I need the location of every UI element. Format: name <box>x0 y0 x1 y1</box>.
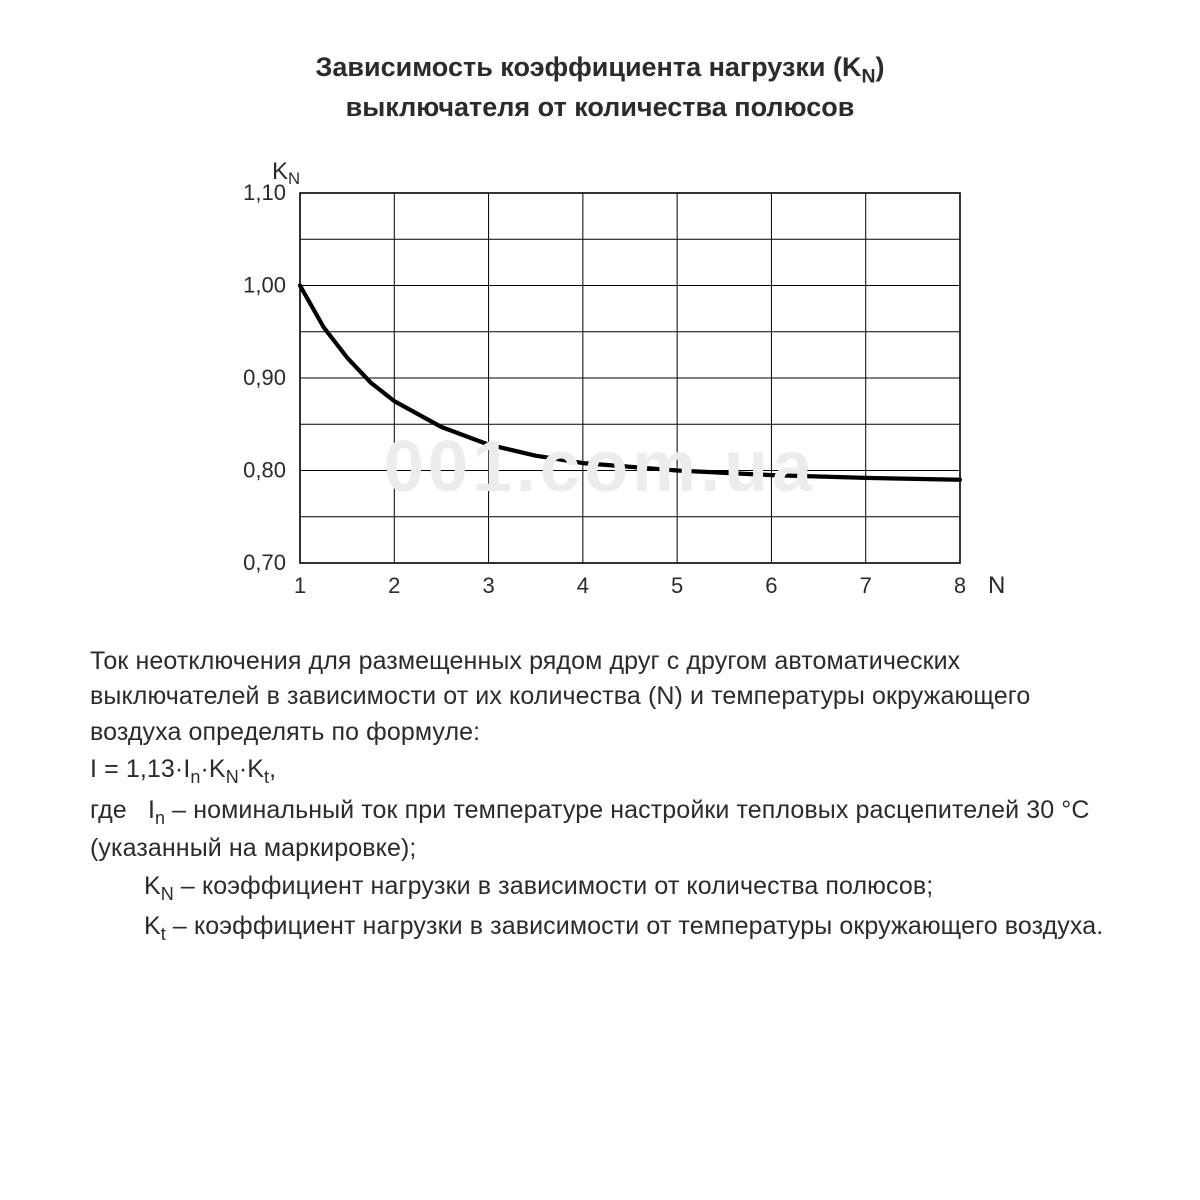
svg-text:6: 6 <box>765 573 777 598</box>
desc-paragraph-1: Ток неотключения для размещенных рядом д… <box>90 644 1110 751</box>
title-line-1-tail: ) <box>876 52 885 82</box>
svg-text:0,90: 0,90 <box>243 365 286 390</box>
chart-title: Зависимость коэффициента нагрузки (KN) в… <box>90 50 1110 125</box>
svg-text:0,70: 0,70 <box>243 550 286 575</box>
load-factor-chart: 0,700,800,901,001,1012345678KNN <box>190 143 1010 613</box>
svg-text:KN: KN <box>272 158 300 188</box>
svg-text:3: 3 <box>482 573 494 598</box>
desc-formula: I = 1,13·In·KN·Kt, <box>90 752 1110 791</box>
desc-where-KN: KN – коэффициент нагрузки в зависимости … <box>90 869 1110 908</box>
title-sub: N <box>862 65 876 87</box>
svg-text:1,00: 1,00 <box>243 272 286 297</box>
desc-where-Kt: Kt – коэффициент нагрузки в зависимости … <box>90 909 1110 948</box>
chart-container: 001.com.ua 0,700,800,901,001,1012345678K… <box>190 143 1010 618</box>
svg-text:N: N <box>988 572 1005 599</box>
description-block: Ток неотключения для размещенных рядом д… <box>90 644 1110 948</box>
title-line-2: выключателя от количества полюсов <box>346 92 855 122</box>
desc-where-In: где In – номинальный ток при температуре… <box>90 793 1110 867</box>
svg-text:2: 2 <box>388 573 400 598</box>
svg-text:1: 1 <box>294 573 306 598</box>
title-line-1: Зависимость коэффициента нагрузки (K <box>315 52 861 82</box>
svg-text:4: 4 <box>577 573 589 598</box>
page: Зависимость коэффициента нагрузки (KN) в… <box>0 0 1200 1200</box>
svg-text:0,80: 0,80 <box>243 457 286 482</box>
svg-text:7: 7 <box>860 573 872 598</box>
svg-text:8: 8 <box>954 573 966 598</box>
svg-text:5: 5 <box>671 573 683 598</box>
